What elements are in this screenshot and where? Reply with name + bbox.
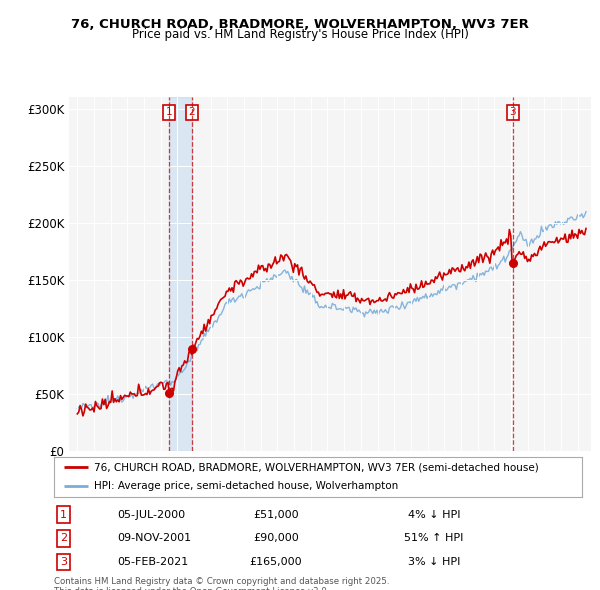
Bar (169, 97, 192, 451)
Text: 51% ↑ HPI: 51% ↑ HPI (404, 533, 464, 543)
Text: Contains HM Land Registry data © Crown copyright and database right 2025.
This d: Contains HM Land Registry data © Crown c… (54, 577, 389, 590)
Text: Price paid vs. HM Land Registry's House Price Index (HPI): Price paid vs. HM Land Registry's House … (131, 28, 469, 41)
Text: £51,000: £51,000 (253, 510, 299, 520)
Text: 05-JUL-2000: 05-JUL-2000 (118, 510, 185, 520)
Text: 2: 2 (188, 107, 195, 117)
Text: 09-NOV-2001: 09-NOV-2001 (118, 533, 191, 543)
Text: 1: 1 (60, 510, 67, 520)
Text: 76, CHURCH ROAD, BRADMORE, WOLVERHAMPTON, WV3 7ER (semi-detached house): 76, CHURCH ROAD, BRADMORE, WOLVERHAMPTON… (94, 463, 538, 473)
Text: 76, CHURCH ROAD, BRADMORE, WOLVERHAMPTON, WV3 7ER: 76, CHURCH ROAD, BRADMORE, WOLVERHAMPTON… (71, 18, 529, 31)
Text: 05-FEB-2021: 05-FEB-2021 (118, 557, 188, 567)
Text: £165,000: £165,000 (250, 557, 302, 567)
Text: 3: 3 (509, 107, 516, 117)
Text: 3: 3 (60, 557, 67, 567)
Text: £90,000: £90,000 (253, 533, 299, 543)
Text: 2: 2 (60, 533, 67, 543)
Text: HPI: Average price, semi-detached house, Wolverhampton: HPI: Average price, semi-detached house,… (94, 481, 398, 491)
Text: 4% ↓ HPI: 4% ↓ HPI (408, 510, 460, 520)
Text: 3% ↓ HPI: 3% ↓ HPI (408, 557, 460, 567)
Text: 1: 1 (166, 107, 173, 117)
